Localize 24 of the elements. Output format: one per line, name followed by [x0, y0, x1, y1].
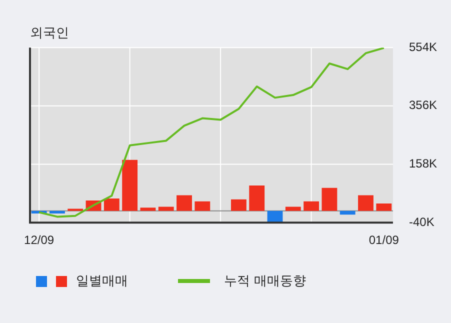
- x-tick-label: 01/09: [368, 233, 400, 248]
- bar: [322, 188, 338, 211]
- bar: [340, 210, 356, 215]
- x-tick-label: 12/09: [24, 233, 54, 248]
- bar: [140, 208, 156, 211]
- legend-label: 누적 매매동향: [224, 273, 306, 290]
- bar: [122, 160, 138, 211]
- bar: [50, 210, 65, 214]
- bar: [104, 198, 120, 211]
- bar: [194, 201, 210, 211]
- bar: [304, 201, 320, 211]
- y-tick-label: 158K: [408, 156, 438, 171]
- bar: [158, 206, 174, 211]
- bar: [376, 203, 392, 211]
- chart-title: 외국인: [30, 26, 69, 42]
- bar: [230, 199, 246, 211]
- legend-label: 일별매매: [76, 273, 128, 290]
- y-tick-label: -40K: [408, 214, 434, 229]
- y-tick-label: 554K: [408, 40, 438, 54]
- bar: [285, 206, 301, 211]
- y-tick-label: 356K: [408, 98, 438, 112]
- bar: [176, 195, 192, 211]
- bar: [358, 195, 374, 211]
- bar: [249, 185, 265, 211]
